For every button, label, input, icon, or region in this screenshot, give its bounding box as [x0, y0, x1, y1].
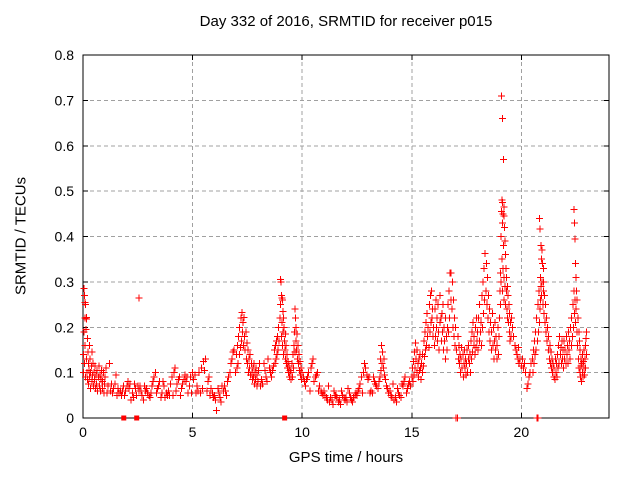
y-tick-label: 0.2 [55, 319, 75, 335]
x-tick-label: 15 [404, 424, 420, 440]
y-tick-label: 0.8 [55, 47, 75, 63]
x-tick-label: 10 [294, 424, 310, 440]
x-axis-label: GPS time / hours [288, 449, 404, 466]
zero-marker [134, 415, 140, 421]
y-tick-label: 0.4 [55, 229, 75, 245]
y-tick-label: 0.1 [55, 365, 75, 381]
y-tick-label: 0.6 [55, 138, 75, 154]
y-tick-label: 0.5 [55, 183, 75, 199]
x-tick-label: 5 [189, 424, 197, 440]
y-tick-label: 0 [66, 410, 74, 426]
y-tick-label: 0.3 [55, 274, 75, 290]
x-tick-label: 0 [79, 424, 87, 440]
zero-marker [121, 415, 127, 421]
data-points [79, 92, 591, 422]
chart-title: Day 332 of 2016, SRMTID for receiver p01… [199, 13, 493, 30]
zero-marker [282, 415, 288, 421]
plot-border [82, 54, 610, 419]
x-tick-label: 20 [514, 424, 530, 440]
y-axis-label: SRMTID / TECUs [12, 176, 30, 296]
y-tick-label: 0.7 [55, 92, 75, 108]
gridlines [83, 55, 609, 418]
